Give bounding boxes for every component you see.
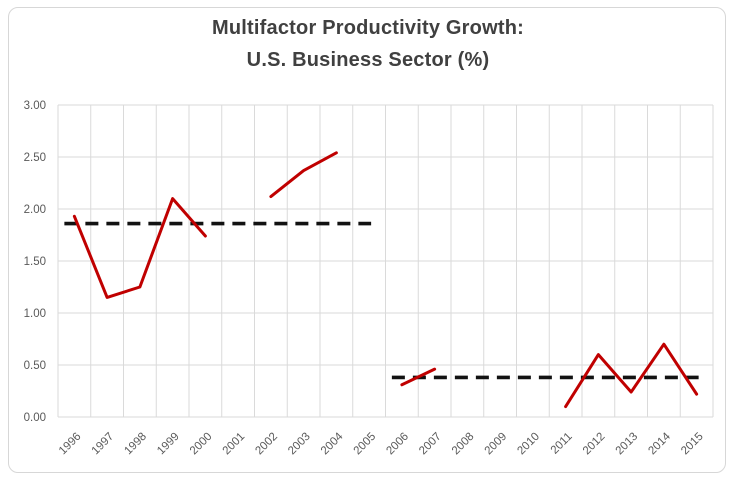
- x-axis-tick-label: 2004: [319, 430, 346, 457]
- series-line-segment: [400, 367, 437, 387]
- x-axis-tick-label: 1999: [155, 431, 182, 458]
- y-axis-tick-label: 2.00: [24, 204, 46, 216]
- chart-title-line1: Multifactor Productivity Growth:: [212, 17, 524, 39]
- x-axis-tick-label: 2005: [352, 431, 379, 458]
- chart-frame: [8, 7, 726, 473]
- series-line-segment: [564, 342, 699, 409]
- x-axis-tick-label: 2014: [646, 430, 673, 457]
- x-axis-tick-label: 2009: [483, 431, 510, 458]
- x-axis-tick-label: 2003: [286, 431, 313, 458]
- y-axis-tick-label: 3.00: [24, 100, 46, 112]
- x-axis-tick-label: 2011: [549, 431, 575, 457]
- x-axis-tick-label: 1997: [90, 431, 117, 458]
- series-line-segment: [72, 197, 207, 299]
- x-axis-tick-label: 2010: [515, 431, 542, 458]
- x-axis-tick-label: 2008: [450, 431, 477, 458]
- x-axis-tick-label: 2002: [253, 431, 280, 458]
- chart-title-line2: U.S. Business Sector (%): [246, 49, 490, 71]
- y-axis-tick-label: 2.50: [24, 152, 46, 164]
- chart-title: Multifactor Productivity Growth: U.S. Bu…: [0, 12, 736, 76]
- series-line-segment: [269, 151, 338, 199]
- x-axis-tick-label: 2015: [679, 431, 706, 458]
- x-axis-tick-label: 2006: [384, 431, 411, 458]
- x-axis-tick-label: 2012: [581, 431, 608, 458]
- x-axis-tick-label: 2000: [188, 431, 215, 458]
- x-axis-tick-label: 2007: [417, 431, 444, 458]
- y-axis-tick-label: 0.00: [24, 412, 46, 424]
- x-axis-tick-label: 1998: [122, 431, 149, 458]
- y-axis-tick-label: 1.00: [24, 308, 46, 320]
- x-axis-tick-label: 2001: [221, 431, 248, 458]
- y-axis-tick-label: 0.50: [24, 360, 46, 372]
- x-axis-tick-label: 1996: [57, 431, 84, 458]
- y-axis-tick-label: 1.50: [24, 256, 46, 268]
- x-axis-tick-label: 2013: [614, 431, 641, 458]
